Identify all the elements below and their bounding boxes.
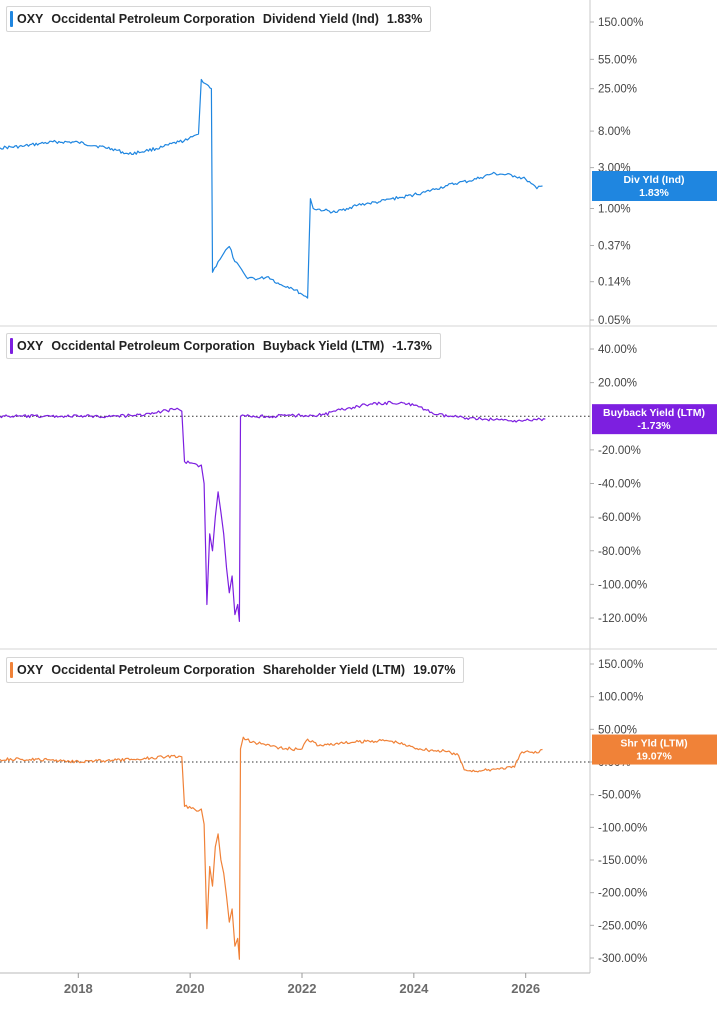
y-tick-label: 100.00%: [598, 692, 643, 704]
y-tick-label: 25.00%: [598, 84, 637, 96]
legend-metric: Buyback Yield (LTM): [262, 339, 385, 353]
grid-layer: [0, 415, 590, 763]
legend-buyback-yield[interactable]: OXY Occidental Petroleum Corporation Buy…: [6, 333, 441, 359]
value-badge-value: 1.83%: [639, 187, 669, 199]
y-tick-label: -40.00%: [598, 479, 641, 491]
legend-value: -1.73%: [392, 339, 432, 353]
y-tick-label: -50.00%: [598, 790, 641, 802]
legend-ticker: OXY: [17, 12, 44, 26]
value-badge: [592, 734, 717, 765]
legend-company: Occidental Petroleum Corporation: [51, 663, 255, 677]
legend-metric: Shareholder Yield (LTM): [262, 663, 406, 677]
legend-swatch: [10, 11, 13, 27]
legend-company: Occidental Petroleum Corporation: [51, 12, 255, 26]
y-tick-label: -100.00%: [598, 579, 647, 591]
value-badge-value: 19.07%: [636, 751, 672, 763]
x-tick-label: 2026: [511, 981, 540, 996]
series-line: [0, 78, 543, 299]
x-tick-label: 2024: [399, 981, 429, 996]
value-badge: [592, 404, 717, 435]
x-tick-label: 2022: [288, 981, 317, 996]
value-badge-label: Div Yld (Ind): [623, 174, 684, 186]
y-tick-label: -120.00%: [598, 613, 647, 625]
legend-value: 19.07%: [413, 663, 456, 677]
value-badge-label: Buyback Yield (LTM): [603, 407, 705, 419]
y-tick-label: 0.37%: [598, 241, 631, 253]
x-tick-label: 2020: [176, 981, 205, 996]
legend-swatch: [10, 662, 13, 678]
x-tick-label: 2018: [64, 981, 93, 996]
y-tick-label: 0.05%: [598, 315, 631, 327]
y-tick-label: -150.00%: [598, 855, 647, 867]
legend-ticker: OXY: [17, 339, 44, 353]
legend-metric: Dividend Yield (Ind): [262, 12, 379, 26]
y-tick-label: -80.00%: [598, 546, 641, 558]
y-tick-label: 0.14%: [598, 277, 631, 289]
series-line: [0, 736, 543, 960]
value-badge-label: Shr Yld (LTM): [620, 738, 687, 750]
series-line: [0, 400, 546, 622]
y-tick-label: -300.00%: [598, 953, 647, 965]
legend-shareholder-yield[interactable]: OXY Occidental Petroleum Corporation Sha…: [6, 657, 465, 683]
y-tick-label: -250.00%: [598, 920, 647, 932]
legend-swatch: [10, 338, 13, 354]
legend-value: 1.83%: [386, 12, 423, 26]
y-tick-label: -20.00%: [598, 445, 641, 457]
y-tick-label: 150.00%: [598, 659, 643, 671]
y-tick-label: 150.00%: [598, 17, 643, 29]
value-badge-value: -1.73%: [637, 420, 671, 432]
y-tick-label: 40.00%: [598, 344, 637, 356]
legend-dividend-yield[interactable]: OXY Occidental Petroleum Corporation Div…: [6, 6, 432, 32]
y-tick-label: 1.00%: [598, 203, 631, 215]
y-tick-label: -60.00%: [598, 512, 641, 524]
lines-layer: [0, 78, 546, 960]
legend-ticker: OXY: [17, 663, 44, 677]
y-tick-label: -100.00%: [598, 822, 647, 834]
y-tick-label: 55.00%: [598, 54, 637, 66]
y-tick-label: 8.00%: [598, 126, 631, 138]
legend-company: Occidental Petroleum Corporation: [51, 339, 255, 353]
y-tick-label: 20.00%: [598, 378, 637, 390]
y-tick-label: 50.00%: [598, 724, 637, 736]
y-tick-label: -200.00%: [598, 888, 647, 900]
value-badge: [592, 171, 717, 202]
